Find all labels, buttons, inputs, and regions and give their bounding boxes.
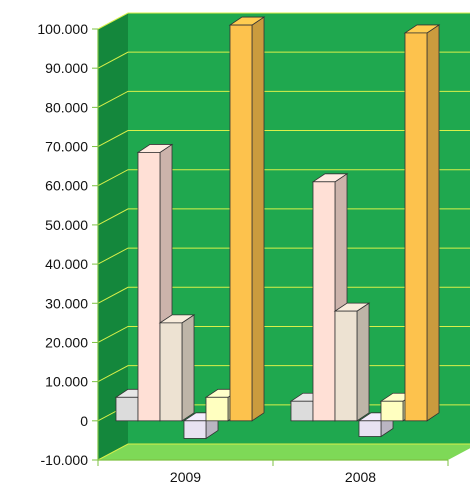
gridline [97, 130, 470, 147]
gridline [97, 286, 470, 304]
back-wall [128, 13, 470, 444]
bar [158, 314, 196, 422]
y-tick-label: 20.000 [45, 334, 88, 350]
chart-walls [98, 13, 470, 460]
side-wall [98, 13, 128, 460]
floor [98, 444, 470, 460]
gridline [97, 443, 470, 461]
gridline [97, 169, 470, 187]
gridline [97, 208, 470, 226]
bar [403, 24, 441, 422]
y-tick-label: 100.000 [37, 21, 88, 37]
y-tick-label: 70.000 [45, 139, 88, 155]
axes [92, 28, 449, 466]
gridline [97, 12, 470, 30]
x-tick-label: 2009 [170, 469, 201, 485]
y-tick-label: 30.000 [45, 295, 88, 311]
bars [114, 16, 441, 440]
x-tick-label: 2008 [345, 469, 376, 485]
y-tick-label: 10.000 [45, 374, 88, 390]
y-tick-label: 90.000 [45, 60, 88, 76]
y-tick-label: 50.000 [45, 217, 88, 233]
gridline [97, 247, 470, 265]
bar [228, 16, 266, 422]
y-axis-tick-labels: 100.000 90.000 80.000 70.000 60.000 50.000 40.… [37, 21, 88, 468]
y-tick-label: 60.000 [45, 178, 88, 194]
bar [333, 302, 371, 422]
y-tick-label: 80.000 [45, 99, 88, 115]
x-axis-tick-labels: 2009 2008 [170, 469, 376, 485]
gridline [97, 90, 470, 108]
gridline [97, 51, 470, 69]
y-tick-label: 0 [80, 413, 88, 429]
y-tick-label: 40.000 [45, 256, 88, 272]
y-tick-label: -10.000 [41, 452, 89, 468]
